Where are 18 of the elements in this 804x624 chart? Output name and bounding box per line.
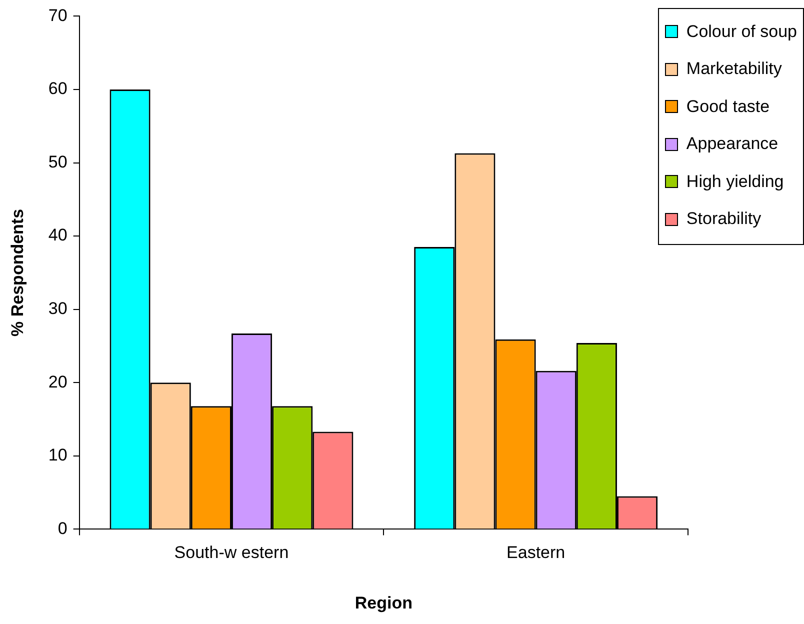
y-tick-label: 20	[48, 372, 68, 392]
y-tick-label: 60	[48, 79, 68, 98]
legend-label: Marketability	[686, 59, 782, 80]
legend-label: Appearance	[686, 134, 778, 154]
y-tick-label: 10	[48, 446, 68, 465]
legend-label: Colour of soup	[686, 22, 797, 42]
y-tick-label: 70	[48, 6, 68, 25]
legend-label: Storability	[686, 209, 762, 230]
y-tick-label: 50	[48, 152, 68, 172]
y-tick-label: 0	[58, 518, 68, 538]
legend-label: Good taste	[686, 96, 770, 117]
legend-label: High yielding	[686, 172, 784, 192]
y-axis-title: % Respondents	[8, 208, 27, 336]
x-tick-label: Eastern	[506, 543, 566, 562]
x-axis-title: Region	[354, 593, 412, 612]
x-tick-label: South-w estern	[174, 543, 289, 562]
y-tick-label: 30	[48, 299, 68, 318]
y-tick-label: 40	[48, 226, 68, 245]
